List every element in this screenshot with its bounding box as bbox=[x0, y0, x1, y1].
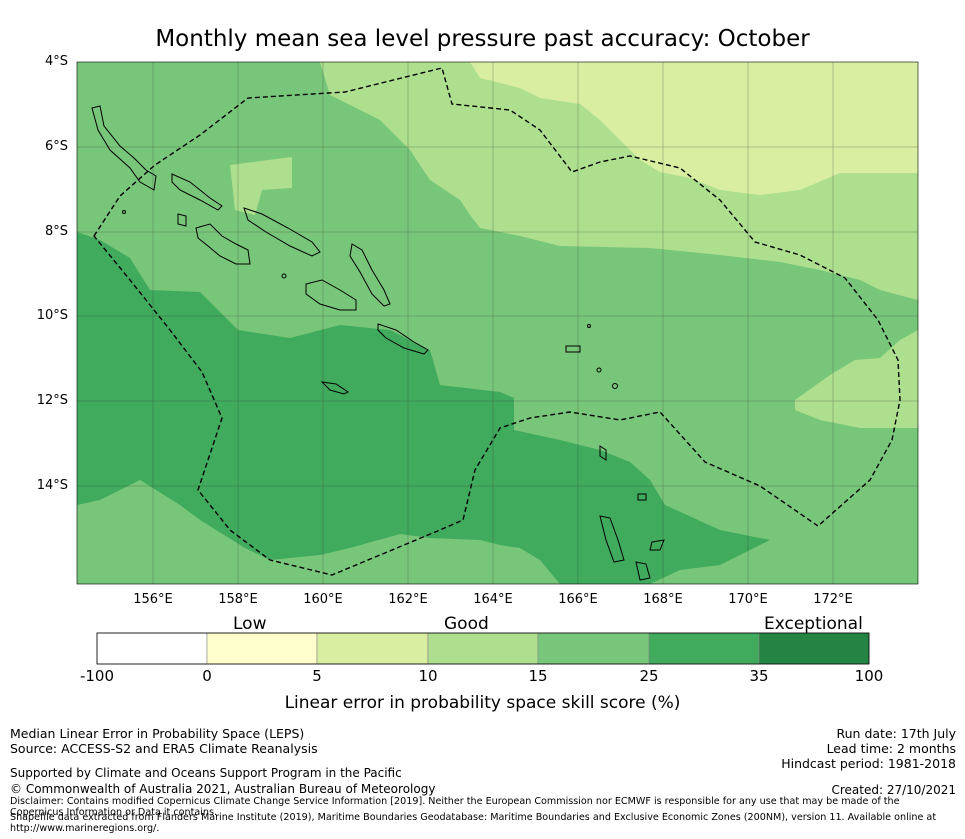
eez-solomon-islands bbox=[93, 67, 901, 576]
colorbar-tick: 0 bbox=[202, 667, 212, 685]
lon-label: 168°E bbox=[643, 592, 683, 607]
lat-label: 14°S bbox=[36, 478, 68, 493]
footer-run-date: Run date: 17th July bbox=[836, 726, 957, 741]
lon-label: 170°E bbox=[728, 592, 768, 607]
footer-leps: Median Linear Error in Probability Space… bbox=[10, 726, 305, 741]
colorbar-swatch-2 bbox=[316, 632, 429, 665]
island-makira bbox=[377, 323, 429, 355]
island-savo bbox=[281, 273, 287, 279]
colorbar-category-low: Low bbox=[233, 614, 267, 634]
colorbar-tick: 35 bbox=[749, 667, 769, 685]
lat-label: 6°S bbox=[44, 139, 68, 154]
island-vanuatu-efate bbox=[649, 539, 665, 551]
lon-label: 160°E bbox=[303, 592, 343, 607]
island-vanuatu-espiritu-santo bbox=[599, 515, 625, 563]
graticule bbox=[77, 62, 918, 584]
island-rennell bbox=[320, 381, 349, 395]
island-guadalcanal bbox=[305, 279, 357, 311]
lat-label: 8°S bbox=[44, 224, 68, 239]
footer-shapefile: Shapefile data extracted from Flanders M… bbox=[10, 812, 937, 834]
colorbar-tick: 10 bbox=[418, 667, 438, 685]
colorbar-tick: 5 bbox=[312, 667, 322, 685]
map-frame bbox=[76, 61, 919, 585]
island-duff bbox=[587, 324, 591, 328]
island-choiseul bbox=[171, 173, 223, 211]
colorbar-swatch-1 bbox=[206, 632, 318, 665]
lat-label: 10°S bbox=[36, 308, 68, 323]
footer-source: Source: ACCESS-S2 and ERA5 Climate Reana… bbox=[10, 741, 318, 756]
footer-disclaimer: Disclaimer: Contains modified Copernicus… bbox=[10, 796, 900, 818]
footer-created: Created: 27/10/2021 bbox=[831, 783, 956, 797]
region-skill-10-15-far-east bbox=[795, 330, 918, 428]
island-malaita bbox=[349, 243, 391, 307]
island-bougainville bbox=[91, 105, 157, 191]
colorbar-tick: -100 bbox=[79, 667, 115, 685]
island-torres bbox=[599, 445, 607, 461]
lon-label: 172°E bbox=[813, 592, 853, 607]
island-santa-isabel bbox=[243, 207, 321, 257]
colorbar-category-exceptional: Exceptional bbox=[764, 614, 863, 634]
colorbar-category-good: Good bbox=[444, 614, 489, 634]
island-tikopia bbox=[596, 367, 602, 373]
region-skill-25-35 bbox=[77, 232, 770, 584]
lon-label: 156°E bbox=[133, 592, 173, 607]
region-skill-5-10-north bbox=[470, 62, 918, 195]
lon-label: 164°E bbox=[473, 592, 513, 607]
colorbar-tick: 15 bbox=[528, 667, 548, 685]
footer-hindcast: Hindcast period: 1981-2018 bbox=[781, 756, 956, 771]
island-anuta bbox=[612, 383, 618, 389]
lon-label: 162°E bbox=[388, 592, 428, 607]
lat-label: 4°S bbox=[44, 54, 68, 69]
island-vanuatu-ambae bbox=[637, 493, 647, 501]
colorbar bbox=[96, 632, 870, 665]
colorbar-tick: 100 bbox=[854, 667, 884, 685]
coastlines bbox=[91, 105, 665, 581]
colorbar-swatch-5 bbox=[648, 632, 760, 665]
lon-label: 158°E bbox=[218, 592, 258, 607]
colorbar-swatch-3 bbox=[427, 632, 539, 665]
colorbar-swatch-0 bbox=[96, 632, 208, 665]
eez-boundaries bbox=[93, 67, 901, 576]
region-skill-10-15-west bbox=[230, 157, 292, 215]
colorbar-frame bbox=[96, 632, 870, 665]
footer-lead-time: Lead time: 2 months bbox=[826, 741, 956, 756]
island-shortland bbox=[122, 210, 126, 214]
island-new-georgia bbox=[177, 213, 187, 227]
skill-map bbox=[76, 61, 919, 585]
colorbar-swatch-4 bbox=[537, 632, 650, 665]
colorbar-tick: 25 bbox=[639, 667, 659, 685]
colorbar-swatch-6 bbox=[758, 632, 870, 665]
colorbar-title: Linear error in probability space skill … bbox=[284, 693, 681, 713]
footer-support: Supported by Climate and Oceans Support … bbox=[10, 766, 402, 780]
map-title: Monthly mean sea level pressure past acc… bbox=[155, 26, 810, 52]
footer-copyright: © Commonwealth of Australia 2021, Austra… bbox=[10, 782, 436, 796]
island-vanuatu-malekula bbox=[635, 561, 651, 581]
lon-label: 166°E bbox=[558, 592, 598, 607]
island-santa-cruz bbox=[565, 345, 581, 353]
lat-label: 12°S bbox=[36, 393, 68, 408]
island-new-georgia-group bbox=[195, 223, 251, 265]
